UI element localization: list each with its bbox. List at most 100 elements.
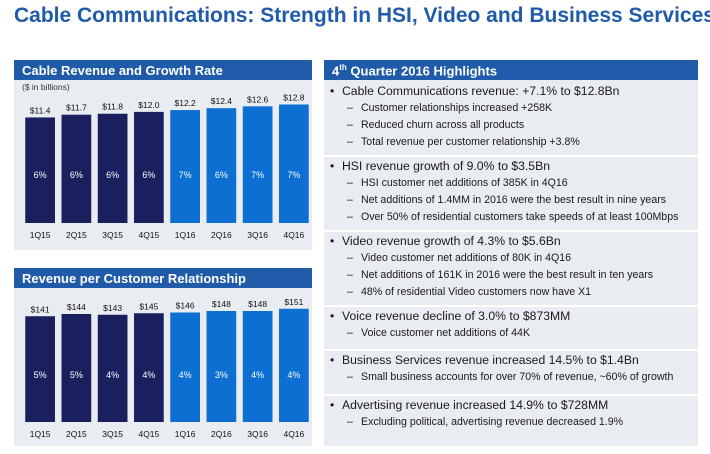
- highlight-sub-text: Net additions of 161K in 2016 were the b…: [361, 269, 654, 281]
- bullet-icon: •: [330, 353, 335, 367]
- dash-icon: –: [347, 416, 353, 428]
- dash-icon: –: [347, 102, 353, 114]
- chart2-bar: [279, 308, 309, 422]
- chart2-value-label: $145: [139, 301, 158, 311]
- chart1-bar: [170, 110, 200, 223]
- dash-icon: –: [347, 252, 353, 264]
- chart1-bar: [206, 108, 237, 223]
- chart2-tick-label: 1Q15: [30, 429, 51, 439]
- chart2-tick-label: 3Q15: [102, 429, 123, 439]
- chart2-value-label: $151: [284, 297, 303, 307]
- chart2-value-label: $148: [248, 299, 267, 309]
- chart1-value-label: $11.7: [66, 103, 87, 113]
- highlight-main-item: • Business Services revenue increased 14.…: [330, 353, 639, 367]
- highlight-sub-item: – Voice customer net additions of 44K: [347, 327, 530, 339]
- chart1-growth-label: 7%: [179, 170, 192, 180]
- highlight-sub-item: – Net additions of 1.4MM in 2016 were the…: [347, 194, 666, 206]
- chart1-tick-label: 1Q16: [175, 230, 196, 240]
- chart2-growth-label: 5%: [34, 370, 47, 380]
- chart1-header: Cable Revenue and Growth Rate: [14, 60, 312, 80]
- highlight-sub-text: Total revenue per customer relationship …: [361, 136, 580, 148]
- bullet-icon: •: [330, 309, 335, 323]
- highlight-main-text: Video revenue growth of 4.3% to $5.6Bn: [342, 234, 561, 248]
- chart1-tick-label: 3Q16: [247, 230, 268, 240]
- highlight-main-text: Voice revenue decline of 3.0% to $873MM: [342, 309, 571, 323]
- highlights-heading-prefix: 4: [332, 63, 340, 79]
- highlight-main-item: • Voice revenue decline of 3.0% to $873MM: [330, 309, 570, 323]
- chart2-growth-label: 3%: [215, 370, 228, 380]
- chart1-growth-label: 6%: [142, 170, 155, 180]
- chart1-growth-label: 6%: [106, 170, 119, 180]
- chart2-growth-label: 4%: [106, 370, 119, 380]
- highlight-sub-item: – HSI customer net additions of 385K in 4…: [347, 177, 568, 189]
- chart2-plot: $141 5% 1Q15 $144 5% 2Q15 $143 4% 3Q15 $145 4% 4Q15…: [25, 297, 309, 439]
- highlight-sub-text: Video customer net additions of 80K in 4…: [361, 252, 572, 264]
- chart1-panel: ($ in billions) $11.4 6% 1Q15 $11.7 6% 2Q15 $1…: [14, 80, 312, 250]
- page-title: Cable Communications: Strength in HSI, V…: [14, 4, 710, 27]
- chart1-unit-note: ($ in billions): [22, 82, 70, 92]
- chart1-bar: [25, 117, 55, 223]
- chart2-bar: [61, 314, 92, 422]
- highlights-header: 4th Quarter 2016 Highlights: [324, 60, 698, 80]
- chart1-value-label: $12.4: [211, 96, 233, 106]
- highlight-divider: [324, 349, 698, 351]
- highlights-panel: • Cable Communications revenue: +7.1% to …: [324, 80, 698, 446]
- chart1-tick-label: 3Q15: [102, 230, 123, 240]
- highlight-sub-text: Voice customer net additions of 44K: [361, 327, 531, 339]
- highlight-sub-text: Over 50% of residential customers take s…: [361, 211, 679, 223]
- chart1-growth-label: 6%: [34, 170, 47, 180]
- highlight-sub-text: Customer relationships increased +258K: [361, 102, 553, 114]
- bullet-icon: •: [330, 234, 335, 248]
- chart2-growth-label: 5%: [70, 370, 83, 380]
- chart1-tick-label: 2Q16: [211, 230, 232, 240]
- highlight-sub-item: – Reduced churn across all products: [347, 119, 524, 131]
- chart2-growth-label: 4%: [251, 370, 264, 380]
- chart2-header: Revenue per Customer Relationship: [14, 268, 312, 288]
- highlight-main-item: • Cable Communications revenue: +7.1% to …: [330, 84, 619, 98]
- chart2-bar: [134, 313, 164, 422]
- chart2-bar: [242, 311, 273, 422]
- chart2-tick-label: 2Q16: [211, 429, 232, 439]
- highlight-sub-text: Reduced churn across all products: [361, 119, 525, 131]
- highlight-main-item: • Advertising revenue increased 14.9% to …: [330, 398, 608, 412]
- chart2-value-label: $143: [103, 303, 122, 313]
- highlight-divider: [324, 305, 698, 307]
- highlight-divider: [324, 394, 698, 396]
- dash-icon: –: [347, 371, 353, 383]
- chart1-bar: [61, 114, 92, 223]
- dash-icon: –: [347, 119, 353, 131]
- chart2-bar: [170, 312, 200, 422]
- bullet-icon: •: [330, 159, 335, 173]
- highlight-sub-item: – Small business accounts for over 70% of…: [347, 371, 673, 383]
- highlight-divider: [324, 230, 698, 232]
- chart1-tick-label: 4Q16: [283, 230, 304, 240]
- chart2-tick-label: 3Q16: [247, 429, 268, 439]
- highlight-sub-item: –48% of residential Video customers now …: [347, 286, 591, 298]
- chart1-bar: [97, 113, 128, 223]
- chart1-tick-label: 1Q15: [30, 230, 51, 240]
- highlight-sub-text: HSI customer net additions of 385K in 4Q…: [361, 177, 568, 189]
- chart1-value-label: $12.0: [138, 100, 160, 110]
- chart1-growth-label: 6%: [70, 170, 83, 180]
- chart1-value-label: $12.2: [174, 98, 196, 108]
- chart2-tick-label: 2Q15: [66, 429, 87, 439]
- highlight-sub-item: – Customer relationships increased +258K: [347, 102, 552, 114]
- chart1-growth-label: 7%: [287, 170, 300, 180]
- chart2-tick-label: 1Q16: [175, 429, 196, 439]
- highlight-sub-item: – Video customer net additions of 80K in …: [347, 252, 571, 264]
- chart1-bar: [279, 104, 309, 223]
- bullet-icon: •: [330, 398, 335, 412]
- chart2-bar: [25, 316, 55, 422]
- highlight-main-text: Cable Communications revenue: +7.1% to $…: [342, 84, 620, 98]
- chart2-bar: [97, 314, 128, 422]
- highlight-sub-item: – Over 50% of residential customers take …: [347, 211, 678, 223]
- chart1-bar: [134, 111, 164, 223]
- dash-icon: –: [347, 269, 353, 281]
- chart1-value-label: $11.8: [102, 102, 123, 112]
- highlight-sub-text: Net additions of 1.4MM in 2016 were the …: [361, 194, 667, 206]
- chart1-growth-label: 7%: [251, 170, 264, 180]
- chart2-growth-label: 4%: [287, 370, 300, 380]
- chart1-value-label: $12.6: [247, 94, 269, 104]
- highlights-heading-rest: Quarter 2016 Highlights: [346, 63, 498, 79]
- chart2-bar: [206, 311, 237, 422]
